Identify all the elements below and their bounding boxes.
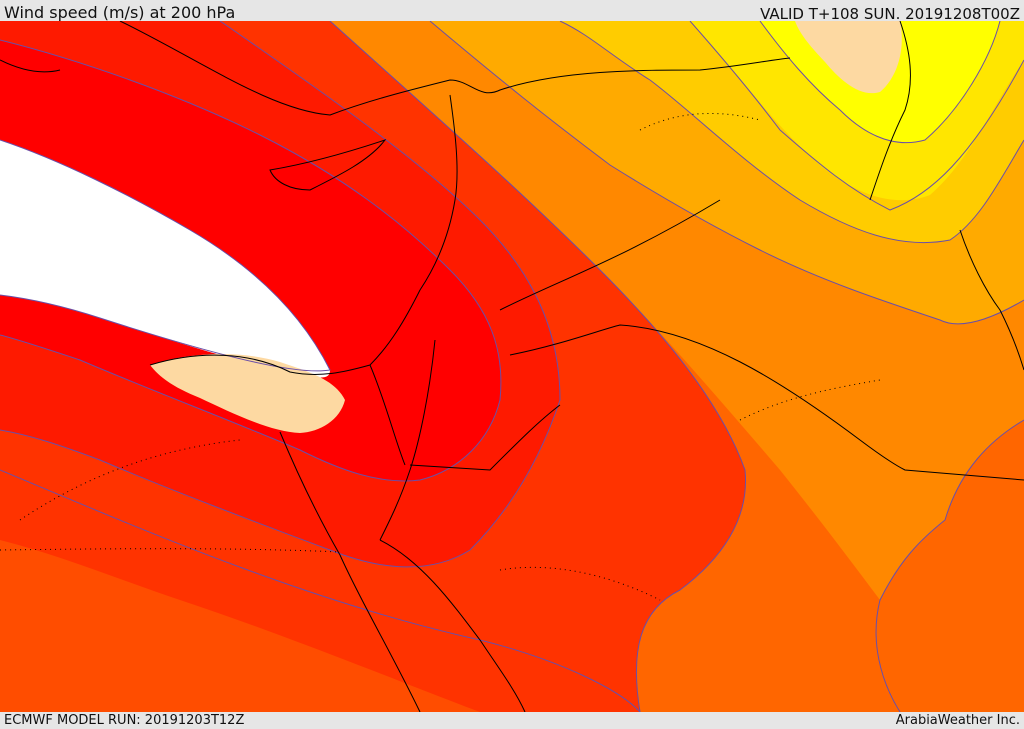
contour-7 [559,21,1024,244]
wind-speed-map [0,21,1024,712]
contour-3 [0,39,502,482]
contour-6 [429,21,1024,325]
contour-8 [689,21,1024,211]
model-run: ECMWF MODEL RUN: 20191203T12Z [4,713,245,728]
band-red-1 [0,40,501,481]
contour-2 [0,21,561,568]
coast-cyprus [269,139,387,191]
border-jordan-saudi [509,324,1024,481]
coast-turkey [119,21,791,116]
coast-persian-gulf [959,229,1024,371]
coast-levant [369,94,458,366]
contour-4 [0,139,331,372]
map-title: Wind speed (m/s) at 200 hPa [4,3,236,22]
border-iraq-saudi [499,199,721,311]
admin-lines [0,112,881,601]
core-tan-south [150,354,345,433]
contour-10 [875,419,1024,712]
header-bar: Wind speed (m/s) at 200 hPa VALID T+108 … [0,0,1024,23]
coast-gulf-aqaba [379,339,436,541]
country-borders [369,199,1024,481]
credit: ArabiaWeather Inc. [895,713,1020,728]
core-white [0,140,330,378]
contour-9 [759,21,1001,144]
coast-egypt-north [149,354,371,375]
contour-5 [0,469,641,712]
contours [0,21,1024,712]
core-tan-north [795,21,902,94]
coast-crete-area [0,59,61,73]
admin-3 [739,379,881,421]
footer-bar: ECMWF MODEL RUN: 20191203T12Z ArabiaWeat… [0,712,1024,729]
coast-red-sea-east [379,539,526,712]
coast-sinai [279,431,421,712]
border-egypt-libya [369,364,406,466]
coastlines [0,21,1024,712]
contour-1 [329,21,747,712]
admin-2 [499,566,661,601]
valid-time: VALID T+108 SUN. 20191208T00Z [760,5,1020,23]
coast-caspian-west [869,21,911,201]
border-sinai [409,404,561,471]
